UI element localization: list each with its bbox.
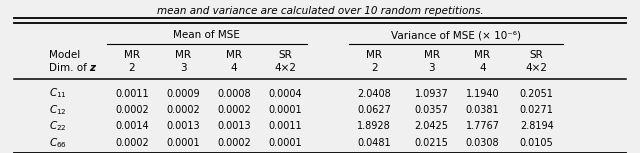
Text: 1.0937: 1.0937 [415, 89, 449, 99]
Text: $C_{11}$: $C_{11}$ [49, 87, 67, 100]
Text: 0.0627: 0.0627 [357, 105, 391, 115]
Text: MR: MR [175, 50, 191, 60]
Text: 0.0357: 0.0357 [415, 105, 449, 115]
Text: MR: MR [474, 50, 490, 60]
Text: 0.0004: 0.0004 [268, 89, 302, 99]
Text: 2.0425: 2.0425 [415, 121, 449, 131]
Text: 0.0002: 0.0002 [166, 105, 200, 115]
Text: SR: SR [530, 50, 543, 60]
Text: 0.0381: 0.0381 [466, 105, 499, 115]
Text: 1.8928: 1.8928 [357, 121, 391, 131]
Text: Mean of MSE: Mean of MSE [173, 30, 241, 40]
Text: 0.0001: 0.0001 [268, 105, 302, 115]
Text: $C_{12}$: $C_{12}$ [49, 103, 67, 117]
Text: 2.0408: 2.0408 [357, 89, 391, 99]
Text: 0.0002: 0.0002 [115, 138, 149, 148]
Text: 0.0271: 0.0271 [520, 105, 554, 115]
Text: Model: Model [49, 50, 81, 60]
Text: z: z [89, 63, 95, 73]
Text: 1.1940: 1.1940 [466, 89, 499, 99]
Text: 4: 4 [479, 63, 486, 73]
Text: 0.0013: 0.0013 [166, 121, 200, 131]
Text: 0.0002: 0.0002 [217, 105, 251, 115]
Text: 0.0011: 0.0011 [115, 89, 149, 99]
Text: 0.0481: 0.0481 [357, 138, 391, 148]
Text: 0.0001: 0.0001 [166, 138, 200, 148]
Text: MR: MR [424, 50, 440, 60]
Text: $C_{66}$: $C_{66}$ [49, 136, 67, 150]
Text: 0.2051: 0.2051 [520, 89, 554, 99]
Text: 2: 2 [129, 63, 135, 73]
Text: 0.0215: 0.0215 [415, 138, 449, 148]
Text: 3: 3 [428, 63, 435, 73]
Text: mean and variance are calculated over 10 random repetitions.: mean and variance are calculated over 10… [157, 6, 483, 16]
Text: 4×2: 4×2 [274, 63, 296, 73]
Text: 0.0013: 0.0013 [217, 121, 251, 131]
Text: 2.8194: 2.8194 [520, 121, 554, 131]
Text: MR: MR [124, 50, 140, 60]
Text: 0.0002: 0.0002 [115, 105, 149, 115]
Text: 4×2: 4×2 [525, 63, 548, 73]
Text: 0.0009: 0.0009 [166, 89, 200, 99]
Text: 1.7767: 1.7767 [465, 121, 499, 131]
Text: 0.0105: 0.0105 [520, 138, 554, 148]
Text: Dim. of: Dim. of [49, 63, 90, 73]
Text: MR: MR [226, 50, 242, 60]
Text: Variance of MSE (× 10⁻⁶): Variance of MSE (× 10⁻⁶) [391, 30, 521, 40]
Text: 0.0011: 0.0011 [268, 121, 302, 131]
Text: 0.0008: 0.0008 [217, 89, 251, 99]
Text: 0.0001: 0.0001 [268, 138, 302, 148]
Text: 3: 3 [180, 63, 186, 73]
Text: 0.0014: 0.0014 [115, 121, 149, 131]
Text: 0.0002: 0.0002 [217, 138, 251, 148]
Text: 2: 2 [371, 63, 378, 73]
Text: 4: 4 [230, 63, 237, 73]
Text: SR: SR [278, 50, 292, 60]
Text: MR: MR [366, 50, 382, 60]
Text: $C_{22}$: $C_{22}$ [49, 120, 67, 133]
Text: 0.0308: 0.0308 [466, 138, 499, 148]
